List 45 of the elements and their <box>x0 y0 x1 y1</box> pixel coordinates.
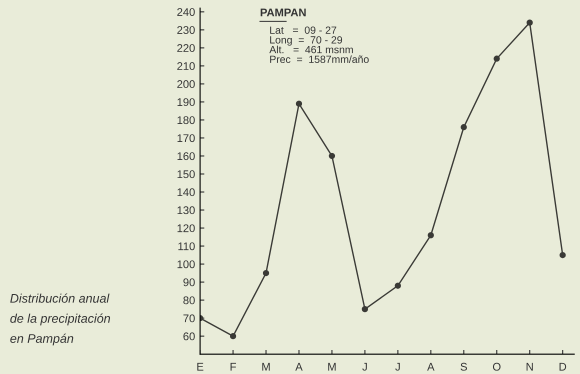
x-tick-label: A <box>427 362 435 371</box>
point <box>428 232 434 238</box>
y-tick-label: 200 <box>177 80 195 88</box>
point <box>560 252 566 258</box>
point <box>494 56 500 62</box>
y-tick-label: 170 <box>178 134 195 142</box>
y-tick-label: 140 <box>178 188 195 196</box>
x-tick-label: J <box>362 362 367 371</box>
y-tick-label: 190 <box>178 98 195 106</box>
text: Lat = 09 - 27 Long = 70 - 29 Alt. = 461 msnm Prec = 1587mm/año <box>269 26 369 63</box>
point <box>460 124 467 130</box>
point <box>526 20 533 26</box>
y-tick-label: 220 <box>177 44 195 52</box>
y-tick-label: 240 <box>177 8 195 16</box>
point <box>328 152 336 160</box>
x-tick-label: D <box>560 362 566 371</box>
x-tick-label: F <box>230 362 236 371</box>
y-tick-label: 60 <box>183 332 195 340</box>
point <box>296 100 302 107</box>
y-tick-label: 120 <box>178 224 195 232</box>
y-tick-label: 90 <box>183 278 195 286</box>
x-tick-label: A <box>295 362 303 371</box>
y-tick-label: 70 <box>183 314 195 322</box>
point <box>262 270 270 276</box>
x-tick-label: O <box>492 362 501 371</box>
point <box>230 333 236 340</box>
x-tick-label: M <box>262 362 270 371</box>
point <box>362 306 368 312</box>
x-tick-label: J <box>395 362 400 371</box>
y-tick-label: 160 <box>178 152 195 160</box>
chart-title: PAMPAN <box>260 8 306 16</box>
y-tick-label: 110 <box>178 242 195 250</box>
y-tick-label: 210 <box>177 62 195 70</box>
point <box>394 282 401 289</box>
y-tick-label: 130 <box>178 206 195 214</box>
y-tick-label: 230 <box>177 26 195 34</box>
x-tick-label: N <box>526 362 533 371</box>
text: Distribución anual de la precipitación en Pampán <box>10 293 110 346</box>
x-tick-label: S <box>460 362 467 371</box>
x-tick-label: E <box>197 362 204 371</box>
y-tick-label: 180 <box>178 116 195 124</box>
y-tick-label: 150 <box>178 170 195 178</box>
y-tick-label: 100 <box>178 260 195 268</box>
y-tick-label: 80 <box>183 296 195 304</box>
x-tick-label: M <box>328 362 336 371</box>
